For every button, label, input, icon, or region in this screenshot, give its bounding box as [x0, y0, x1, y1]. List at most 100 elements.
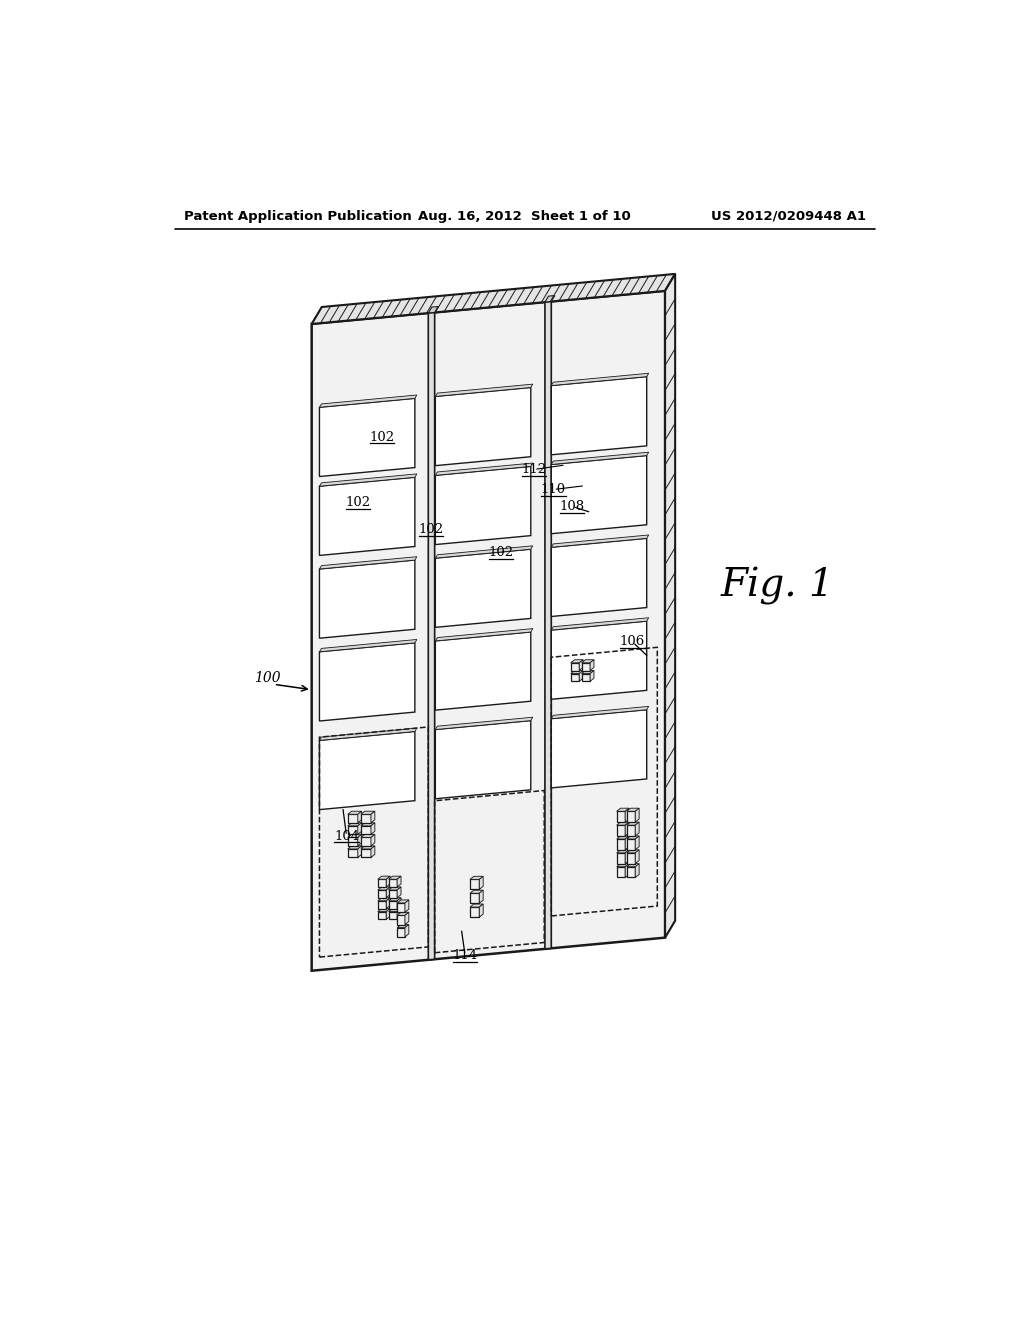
Polygon shape	[386, 876, 390, 887]
Polygon shape	[635, 822, 639, 836]
Polygon shape	[319, 639, 417, 652]
Text: US 2012/0209448 A1: US 2012/0209448 A1	[711, 210, 866, 223]
Polygon shape	[551, 618, 649, 630]
Text: 102: 102	[488, 546, 513, 560]
Polygon shape	[319, 729, 417, 741]
Polygon shape	[545, 296, 555, 302]
Polygon shape	[616, 836, 629, 840]
Polygon shape	[386, 898, 390, 908]
Polygon shape	[626, 863, 629, 878]
Polygon shape	[319, 399, 415, 477]
Text: Patent Application Publication: Patent Application Publication	[183, 210, 412, 223]
Polygon shape	[348, 846, 361, 849]
Polygon shape	[397, 900, 409, 903]
Polygon shape	[580, 671, 583, 681]
Polygon shape	[389, 876, 401, 879]
Polygon shape	[404, 912, 409, 924]
Polygon shape	[551, 539, 647, 616]
Polygon shape	[389, 890, 397, 898]
Polygon shape	[378, 887, 390, 890]
Text: 104: 104	[334, 829, 359, 842]
Polygon shape	[627, 863, 639, 867]
Polygon shape	[627, 825, 635, 836]
Polygon shape	[627, 812, 635, 822]
Polygon shape	[397, 912, 409, 915]
Polygon shape	[616, 867, 626, 878]
Polygon shape	[479, 904, 483, 917]
Polygon shape	[627, 867, 635, 878]
Polygon shape	[626, 808, 629, 822]
Polygon shape	[389, 887, 401, 890]
Polygon shape	[470, 894, 479, 903]
Text: 100: 100	[254, 671, 281, 685]
Polygon shape	[616, 822, 629, 825]
Polygon shape	[378, 890, 386, 898]
Polygon shape	[435, 545, 532, 558]
Polygon shape	[551, 706, 649, 718]
Polygon shape	[582, 673, 590, 681]
Polygon shape	[397, 915, 404, 924]
Polygon shape	[371, 812, 375, 822]
Polygon shape	[470, 879, 479, 890]
Polygon shape	[348, 826, 357, 834]
Polygon shape	[357, 812, 361, 822]
Polygon shape	[590, 671, 594, 681]
Polygon shape	[348, 822, 361, 826]
Polygon shape	[570, 673, 580, 681]
Polygon shape	[627, 808, 639, 812]
Polygon shape	[582, 663, 590, 671]
Polygon shape	[551, 622, 647, 700]
Polygon shape	[397, 876, 401, 887]
Polygon shape	[389, 912, 397, 919]
Polygon shape	[470, 876, 483, 879]
Polygon shape	[371, 834, 375, 846]
Polygon shape	[616, 863, 629, 867]
Polygon shape	[319, 474, 417, 486]
Polygon shape	[470, 890, 483, 894]
Polygon shape	[470, 904, 483, 907]
Polygon shape	[470, 907, 479, 917]
Polygon shape	[570, 660, 583, 663]
Text: 114: 114	[453, 949, 477, 962]
Polygon shape	[378, 879, 386, 887]
Polygon shape	[582, 671, 594, 673]
Polygon shape	[616, 853, 626, 863]
Polygon shape	[378, 908, 390, 912]
Polygon shape	[627, 840, 635, 850]
Polygon shape	[371, 822, 375, 834]
Polygon shape	[348, 812, 361, 814]
Polygon shape	[435, 384, 532, 396]
Polygon shape	[428, 306, 438, 313]
Polygon shape	[551, 453, 649, 465]
Polygon shape	[404, 900, 409, 912]
Polygon shape	[319, 560, 415, 638]
Text: 102: 102	[346, 496, 371, 510]
Polygon shape	[386, 908, 390, 919]
Polygon shape	[435, 721, 530, 799]
Polygon shape	[626, 836, 629, 850]
Polygon shape	[435, 717, 532, 730]
Polygon shape	[378, 900, 386, 908]
Text: 106: 106	[620, 635, 645, 648]
Polygon shape	[360, 846, 375, 849]
Polygon shape	[357, 846, 361, 858]
Polygon shape	[435, 632, 530, 710]
Polygon shape	[428, 313, 434, 960]
Polygon shape	[397, 898, 401, 908]
Polygon shape	[635, 850, 639, 863]
Polygon shape	[357, 834, 361, 846]
Polygon shape	[590, 660, 594, 671]
Polygon shape	[570, 671, 583, 673]
Polygon shape	[435, 466, 530, 545]
Polygon shape	[479, 890, 483, 903]
Polygon shape	[397, 908, 401, 919]
Polygon shape	[360, 834, 375, 837]
Polygon shape	[435, 388, 530, 466]
Text: 108: 108	[559, 500, 585, 513]
Polygon shape	[348, 849, 357, 858]
Polygon shape	[435, 549, 530, 627]
Polygon shape	[378, 876, 390, 879]
Polygon shape	[389, 900, 397, 908]
Polygon shape	[386, 887, 390, 898]
Polygon shape	[627, 853, 635, 863]
